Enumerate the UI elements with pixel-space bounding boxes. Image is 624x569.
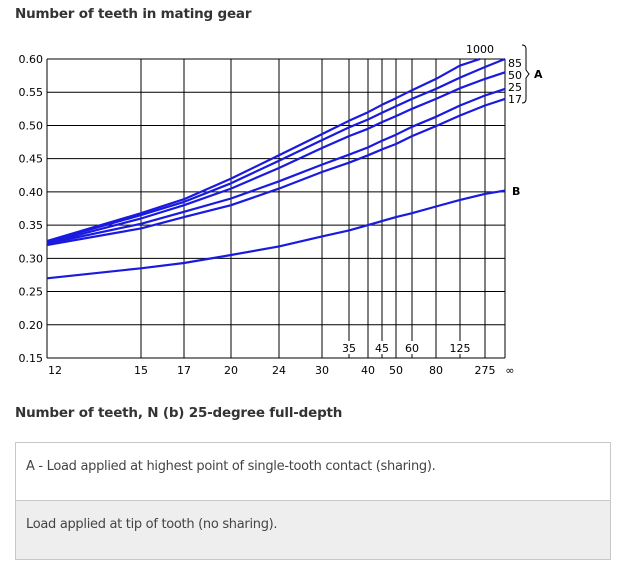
x-axis-labels: 12 15 17 20 24 30 40 50 80 275 ∞ 35 45 60 125 — [48, 341, 515, 377]
svg-text:0.30: 0.30 — [19, 252, 44, 265]
svg-text:0.45: 0.45 — [19, 153, 44, 166]
chart-curves — [46, 57, 506, 280]
legend-row-a: A - Load applied at highest point of sin… — [16, 443, 610, 501]
legend-table: A - Load applied at highest point of sin… — [15, 442, 611, 560]
svg-text:0.35: 0.35 — [19, 219, 44, 232]
svg-text:1000: 1000 — [466, 43, 494, 56]
svg-text:∞: ∞ — [505, 364, 514, 377]
svg-text:20: 20 — [224, 364, 238, 377]
svg-text:35: 35 — [342, 342, 356, 355]
svg-text:17: 17 — [177, 364, 191, 377]
svg-text:85: 85 — [508, 57, 522, 70]
svg-text:50: 50 — [389, 364, 403, 377]
svg-text:0.25: 0.25 — [19, 286, 44, 299]
svg-text:0.55: 0.55 — [19, 86, 44, 99]
svg-text:0.60: 0.60 — [19, 53, 44, 66]
chart-title: Number of teeth in mating gear — [15, 6, 252, 22]
svg-text:25: 25 — [508, 81, 522, 94]
svg-text:0.20: 0.20 — [19, 319, 44, 332]
chart-grid — [46, 58, 506, 359]
x-axis-title: Number of teeth, N (b) 25-degree full-de… — [15, 405, 343, 421]
legend-row-b: Load applied at tip of tooth (no sharing… — [16, 501, 610, 559]
svg-text:275: 275 — [475, 364, 496, 377]
svg-text:B: B — [512, 185, 520, 198]
svg-text:45: 45 — [375, 342, 389, 355]
svg-text:24: 24 — [272, 364, 286, 377]
svg-text:0.50: 0.50 — [19, 119, 44, 132]
svg-text:50: 50 — [508, 69, 522, 82]
svg-text:80: 80 — [429, 364, 443, 377]
svg-text:17: 17 — [508, 93, 522, 106]
svg-text:60: 60 — [405, 342, 419, 355]
svg-text:12: 12 — [48, 364, 62, 377]
svg-text:0.15: 0.15 — [19, 352, 44, 365]
svg-text:40: 40 — [361, 364, 375, 377]
svg-text:30: 30 — [315, 364, 329, 377]
svg-text:15: 15 — [134, 364, 148, 377]
svg-text:A: A — [534, 68, 543, 81]
svg-text:125: 125 — [450, 342, 471, 355]
svg-text:0.40: 0.40 — [19, 186, 44, 199]
y-axis-labels: 0.60 0.55 0.50 0.45 0.40 0.35 0.30 0.25 0.20 0.15 — [19, 53, 44, 365]
line-chart: 0.60 0.55 0.50 0.45 0.40 0.35 0.30 0.25 0.20 0.15… — [19, 43, 544, 377]
